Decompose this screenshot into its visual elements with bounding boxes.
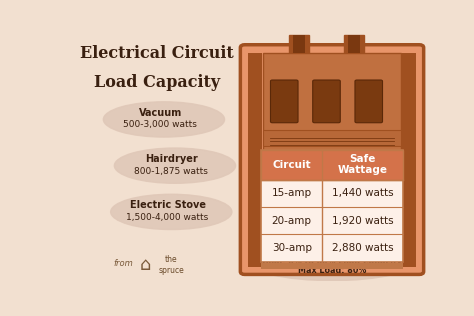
Text: 500-3,000 watts: 500-3,000 watts <box>123 120 197 129</box>
Text: 800-1,875 watts: 800-1,875 watts <box>134 167 208 175</box>
Text: 1,500-4,000 watts: 1,500-4,000 watts <box>127 213 209 222</box>
Ellipse shape <box>110 194 232 229</box>
Text: Goal: 0% to 60% Load Capacity: Goal: 0% to 60% Load Capacity <box>262 257 402 265</box>
Bar <box>261 263 403 269</box>
Text: Electric Stove: Electric Stove <box>129 200 206 210</box>
Text: ⌂: ⌂ <box>140 256 151 274</box>
Bar <box>263 131 401 146</box>
Bar <box>401 52 416 267</box>
FancyBboxPatch shape <box>240 45 424 274</box>
Bar <box>248 52 263 267</box>
Text: Voltage x Amperage = Wattage: Voltage x Amperage = Wattage <box>261 247 403 257</box>
Ellipse shape <box>114 148 236 183</box>
Text: Safe
Wattage: Safe Wattage <box>337 154 387 175</box>
Bar <box>263 52 401 155</box>
Text: Hairdryer: Hairdryer <box>145 154 198 164</box>
FancyBboxPatch shape <box>313 80 340 123</box>
Text: Max Load: 80%: Max Load: 80% <box>298 265 366 275</box>
Ellipse shape <box>103 102 225 137</box>
FancyBboxPatch shape <box>355 80 383 123</box>
Text: from: from <box>114 259 133 268</box>
Ellipse shape <box>246 240 418 281</box>
Text: 2,880 watts: 2,880 watts <box>332 243 393 253</box>
Text: Electrical Circuit: Electrical Circuit <box>80 45 234 62</box>
Bar <box>347 35 360 52</box>
Text: 1,920 watts: 1,920 watts <box>332 216 393 226</box>
FancyBboxPatch shape <box>271 80 298 123</box>
Bar <box>289 35 309 52</box>
Bar <box>344 35 364 52</box>
Bar <box>261 150 403 262</box>
Text: Circuit: Circuit <box>273 160 311 170</box>
Bar <box>292 35 305 52</box>
Text: 20-amp: 20-amp <box>272 216 312 226</box>
Text: the
spruce: the spruce <box>158 255 184 275</box>
Text: 15-amp: 15-amp <box>272 188 312 198</box>
Text: Vacuum: Vacuum <box>139 108 182 118</box>
Text: Load Capacity: Load Capacity <box>93 75 219 91</box>
Text: 1,440 watts: 1,440 watts <box>332 188 393 198</box>
Bar <box>261 150 403 179</box>
Text: 30-amp: 30-amp <box>272 243 312 253</box>
